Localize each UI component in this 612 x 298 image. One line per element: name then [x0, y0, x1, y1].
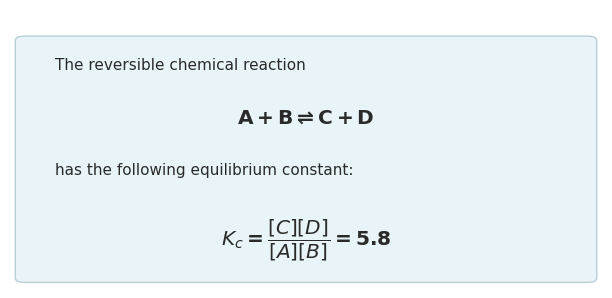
Text: $\boldsymbol{K_c = \dfrac{[C][D]}{[A][B]} = 5.8}$: $\boldsymbol{K_c = \dfrac{[C][D]}{[A][B]… [221, 217, 391, 263]
Text: The reversible chemical reaction: The reversible chemical reaction [55, 58, 306, 73]
Text: has the following equilibrium constant:: has the following equilibrium constant: [55, 163, 354, 178]
Text: $\mathbf{A + B \rightleftharpoons C + D}$: $\mathbf{A + B \rightleftharpoons C + D}… [237, 109, 375, 128]
FancyBboxPatch shape [15, 36, 597, 283]
